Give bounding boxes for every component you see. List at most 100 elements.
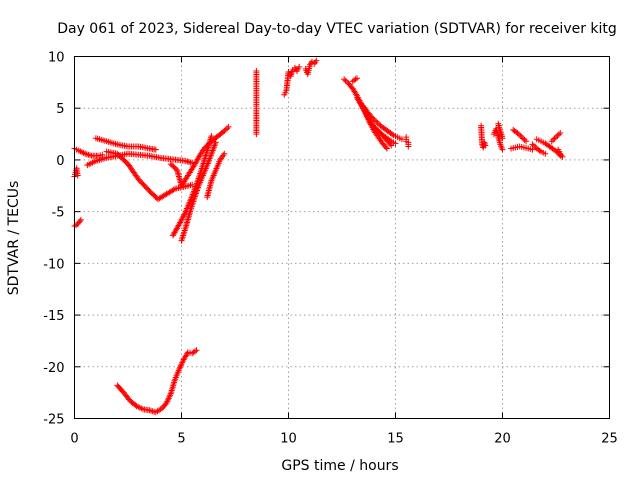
data-point [520,135,527,142]
data-point [253,131,260,138]
data-point [548,138,555,145]
series-arc-bb [548,130,564,145]
data-point [313,57,320,64]
x-tick-label: 20 [494,432,511,447]
data-point [342,77,349,84]
data-point [555,131,562,138]
data-point [221,127,228,134]
data-point [388,142,395,149]
data-points [71,57,566,416]
series-arc-o [341,76,399,147]
series-arc-t [403,134,412,150]
plot-frame [74,56,610,419]
data-point [551,135,558,142]
data-point [372,125,379,132]
data-point [553,134,559,141]
series-arc-v [490,125,506,153]
series-arc-p [353,94,390,152]
data-point [368,121,375,128]
data-point [312,59,319,66]
data-point [523,138,530,145]
series-arc-w [495,120,506,142]
data-point [373,126,380,133]
series-arc-cc [555,146,566,160]
y-tick-label: -10 [43,257,64,272]
data-point [499,146,506,153]
data-point [517,132,524,139]
data-point [370,115,377,122]
x-tick-label: 10 [280,432,297,447]
data-point [192,348,199,355]
data-point [388,131,395,138]
data-point [74,172,81,179]
series-arc-q [360,103,405,143]
data-point [530,142,537,149]
data-point [387,141,394,148]
data-point [392,140,399,147]
y-tick-label: -25 [43,413,64,428]
data-point [515,131,522,138]
series-arc-m [281,63,303,98]
y-axis-label: SDTVAR / TECUs [6,181,22,296]
data-point [542,150,549,157]
axis-ticks: 0 5 10 15 20 25 -25 -20 -15 -10 -5 0 5 10 [43,51,618,447]
data-point [518,134,525,141]
x-tick-label: 25 [601,432,618,447]
series-arc-l [253,67,260,138]
data-point [184,350,191,357]
data-point [405,143,412,150]
y-tick-label: -5 [52,206,65,221]
series-arc-e [92,135,159,153]
x-tick-label: 5 [177,432,185,447]
data-point [170,186,177,193]
data-point [351,77,358,84]
y-tick-label: 5 [56,102,64,117]
data-point [382,144,389,151]
data-point [550,136,557,143]
data-point [368,114,375,121]
series-arc-r [366,119,395,149]
data-point [374,120,381,127]
x-axis-label: GPS time / hours [281,458,398,474]
chart-title: Day 061 of 2023, Sidereal Day-to-day VTE… [57,21,617,37]
series-arc-f [103,148,196,203]
data-point [482,142,489,149]
series-arc-i [178,139,219,244]
series-arc-a [71,216,84,230]
data-point [341,76,348,83]
data-point [212,139,219,146]
data-point [536,147,543,154]
data-point [375,127,382,134]
data-point [383,145,390,152]
data-point [76,218,83,225]
data-point [557,130,564,137]
data-point [353,91,360,98]
series-arc-y [510,126,530,145]
data-point [499,135,506,142]
y-tick-label: -20 [43,361,64,376]
data-point [193,347,200,354]
data-point [349,78,356,85]
series-arc-d [84,150,196,169]
data-point [152,146,159,153]
data-point [224,125,231,132]
data-point [296,63,303,70]
data-point [225,123,232,130]
data-point [559,153,566,160]
y-tick-label: 0 [56,154,64,169]
series-arc-s [349,75,360,85]
series-arc-c [71,145,106,159]
data-point [307,60,314,67]
data-point [521,136,528,143]
y-tick-label: -15 [43,309,64,324]
x-tick-label: 15 [387,432,404,447]
data-point [529,141,536,148]
data-point [77,216,84,223]
data-point [99,151,106,158]
series-arc-z [529,141,549,157]
data-point [221,150,228,157]
data-point [371,117,378,124]
data-point [366,119,373,126]
data-point [514,130,521,137]
